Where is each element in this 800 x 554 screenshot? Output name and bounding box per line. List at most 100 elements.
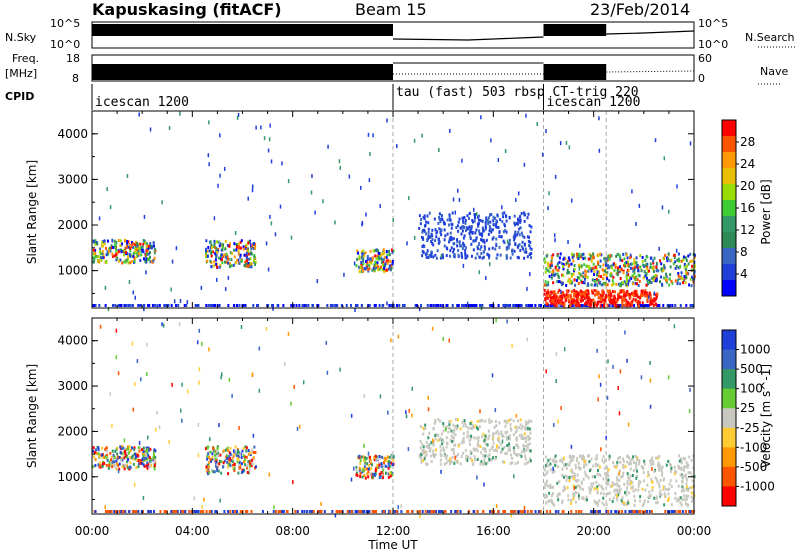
data-cell (388, 459, 391, 463)
data-cell (382, 260, 385, 264)
data-cell (561, 473, 564, 477)
data-cell (374, 304, 377, 307)
data-cell (111, 304, 114, 307)
data-cell (501, 447, 504, 451)
data-cell (108, 246, 111, 250)
data-cell (249, 257, 252, 261)
data-cell (359, 185, 362, 190)
data-cell (511, 510, 514, 513)
data-cell (678, 275, 681, 279)
data-cell (481, 304, 484, 307)
data-cell (521, 433, 524, 437)
data-cell (632, 282, 635, 286)
data-cell (601, 486, 604, 490)
data-cell (559, 294, 562, 298)
beam-title: Beam 15 (355, 0, 427, 19)
data-cell (420, 453, 423, 457)
data-cell (293, 384, 295, 389)
data-cell (123, 467, 126, 471)
data-cell (647, 495, 650, 499)
data-cell (688, 409, 691, 414)
data-cell (174, 510, 177, 513)
data-cell (583, 296, 586, 300)
data-cell (485, 219, 488, 223)
data-cell (211, 304, 214, 307)
data-cell (310, 510, 313, 513)
colorbar-tick-label: 16 (740, 201, 755, 215)
data-cell (425, 450, 428, 454)
data-cell (564, 295, 567, 299)
data-cell (453, 428, 456, 432)
data-cell (653, 291, 656, 296)
data-cell (97, 446, 100, 450)
data-cell (683, 275, 686, 279)
data-cell (685, 510, 688, 513)
data-cell (606, 257, 609, 261)
data-cell (105, 449, 108, 453)
data-cell (527, 239, 530, 243)
freq-trace (92, 62, 695, 80)
data-cell (492, 441, 495, 445)
data-cell (126, 460, 129, 464)
data-cell (101, 240, 104, 244)
data-cell (109, 205, 112, 210)
data-cell (301, 510, 304, 513)
data-cell (359, 458, 362, 462)
data-cell (205, 251, 208, 255)
data-cell (435, 256, 438, 260)
data-cell (113, 456, 116, 460)
data-cell (669, 265, 672, 269)
data-cell (247, 452, 250, 456)
data-cell (452, 431, 455, 435)
data-cell (521, 450, 524, 454)
data-cell (434, 239, 437, 243)
data-cell (529, 252, 532, 256)
data-cell (471, 218, 474, 222)
data-cell (141, 457, 144, 461)
data-cell (197, 304, 200, 307)
data-cell (618, 479, 621, 483)
data-cell (427, 395, 429, 400)
data-cell (478, 241, 480, 246)
data-cell (381, 258, 384, 262)
data-cell (691, 479, 694, 483)
data-cell (490, 212, 493, 216)
data-cell (658, 468, 661, 472)
data-cell (356, 304, 359, 307)
data-cell (512, 304, 515, 307)
data-cell (129, 456, 132, 460)
data-cell (579, 467, 582, 471)
data-cell (568, 264, 571, 268)
data-cell (635, 474, 638, 478)
data-cell (585, 270, 588, 274)
data-cell (208, 455, 211, 459)
data-cell (555, 460, 558, 464)
data-cell (634, 265, 637, 269)
data-cell (505, 435, 508, 439)
data-cell (126, 455, 129, 459)
data-cell (418, 226, 421, 230)
data-cell (666, 259, 669, 263)
data-cell (502, 230, 505, 234)
data-cell (114, 465, 117, 469)
data-cell (94, 304, 97, 307)
data-cell (605, 267, 608, 271)
data-cell (371, 463, 374, 467)
data-cell (391, 473, 394, 477)
data-cell (457, 248, 460, 252)
data-cell (555, 268, 558, 272)
data-cell (536, 122, 539, 127)
data-cell (678, 498, 681, 502)
data-cell (438, 438, 441, 442)
colorbar-swatch (722, 168, 736, 185)
data-cell (375, 458, 378, 462)
data-cell (525, 304, 528, 307)
data-cell (462, 220, 465, 224)
data-cell (600, 275, 603, 279)
data-cell (143, 304, 146, 307)
data-cell (530, 419, 533, 423)
data-cell (385, 250, 388, 254)
data-cell (303, 510, 306, 513)
data-cell (469, 456, 472, 460)
data-cell (635, 300, 638, 304)
